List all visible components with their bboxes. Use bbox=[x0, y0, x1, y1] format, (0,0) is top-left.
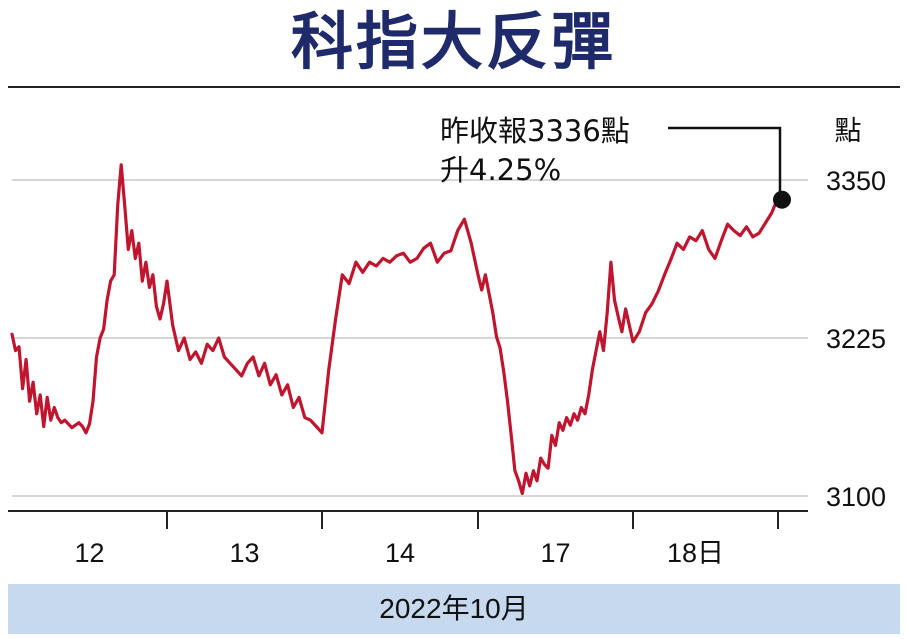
x-tick-label: 12 bbox=[74, 538, 104, 568]
y-tick-labels: 3100 3225 3350 bbox=[826, 166, 886, 512]
y-tick-label: 3100 bbox=[826, 482, 886, 512]
gridlines bbox=[12, 179, 808, 497]
x-ticks: 12 13 14 17 18日 bbox=[74, 511, 779, 568]
line-chart: 12 13 14 17 18日 3100 3225 3350 點 昨收報3336點 升4.2… bbox=[8, 114, 886, 568]
annotation-leader-line bbox=[668, 126, 782, 192]
y-unit-label: 點 bbox=[835, 116, 862, 146]
annotation-line1: 昨收報3336點 bbox=[440, 114, 630, 148]
x-tick-label: 17 bbox=[540, 538, 570, 568]
close-point-marker bbox=[773, 190, 791, 209]
y-tick-label: 3350 bbox=[826, 166, 886, 196]
title-rule bbox=[8, 86, 900, 88]
period-label: 2022年10月 bbox=[379, 593, 529, 624]
chart-title: 科指大反彈 bbox=[290, 5, 616, 78]
x-tick-label: 18日 bbox=[667, 538, 724, 568]
period-band: 2022年10月 bbox=[8, 584, 900, 634]
annotation-line2: 升4.25% bbox=[440, 153, 561, 187]
series-line bbox=[10, 163, 780, 496]
y-tick-label: 3225 bbox=[826, 324, 886, 354]
x-tick-label: 14 bbox=[385, 538, 415, 568]
x-tick-label: 13 bbox=[229, 538, 259, 568]
